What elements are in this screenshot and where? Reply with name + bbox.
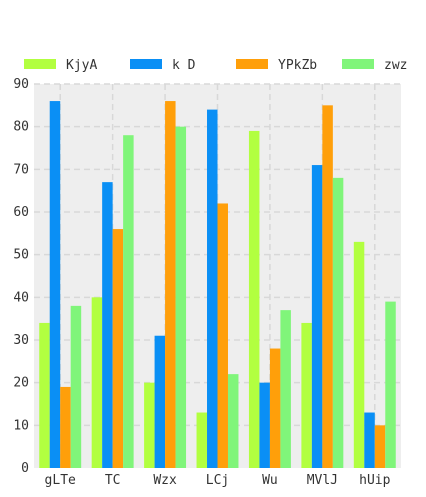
bar-zwz-MVlJ (332, 177, 344, 468)
bars (39, 101, 396, 469)
bar-KjyA-Wu (248, 130, 260, 468)
legend-swatch (236, 59, 268, 69)
y-tick-label: 10 (13, 418, 29, 433)
bar-YPkZb-LCj (217, 203, 228, 468)
bar-k-D-hUip (364, 412, 375, 468)
bar-KjyA-LCj (196, 412, 208, 468)
bar-zwz-LCj (227, 374, 239, 468)
bar-k-D-gLTe (49, 101, 61, 469)
bar-YPkZb-hUip (374, 425, 386, 468)
bar-k-D-Wu (259, 382, 270, 468)
y-tick-label: 20 (13, 376, 29, 391)
y-tick-label: 40 (13, 290, 29, 305)
bar-KjyA-Wzx (144, 382, 155, 468)
x-tick-label: hUip (359, 473, 390, 488)
bar-k-D-LCj (207, 109, 218, 468)
legend-label: zwz (384, 58, 407, 73)
bar-YPkZb-TC (112, 229, 124, 468)
y-axis: 0 10 20 30 40 50 60 70 80 90 (13, 77, 29, 476)
legend-swatch (130, 59, 162, 69)
bar-k-D-TC (102, 182, 113, 468)
legend-label: k D (172, 58, 196, 73)
legend: KjyA k D YPkZb zwz (24, 58, 407, 73)
y-tick-label: 30 (13, 333, 29, 348)
legend-label: YPkZb (278, 58, 317, 73)
bar-zwz-gLTe (70, 305, 82, 468)
y-tick-label: 70 (13, 162, 29, 177)
x-tick-label: MVlJ (307, 473, 338, 488)
bar-zwz-TC (123, 135, 134, 468)
y-tick-label: 80 (13, 120, 29, 135)
bar-k-D-Wzx (154, 335, 166, 468)
x-tick-label: Wzx (153, 473, 177, 488)
x-tick-label: LCj (206, 473, 229, 488)
bar-zwz-Wu (280, 310, 291, 468)
y-tick-label: 90 (13, 77, 29, 92)
legend-swatch (342, 59, 374, 69)
bar-KjyA-gLTe (39, 322, 50, 468)
bar-zwz-hUip (385, 301, 396, 468)
bar-KjyA-hUip (353, 241, 365, 468)
bar-KjyA-MVlJ (301, 322, 312, 468)
y-tick-label: 0 (21, 461, 29, 476)
y-tick-label: 50 (13, 248, 29, 263)
x-axis: gLTe TC Wzx LCj Wu MVlJ hUip (45, 473, 391, 488)
bar-KjyA-TC (91, 297, 103, 468)
y-tick-label: 60 (13, 205, 29, 220)
legend-swatch (24, 59, 56, 69)
bar-k-D-MVlJ (311, 165, 323, 469)
bar-YPkZb-gLTe (60, 386, 71, 468)
x-tick-label: Wu (262, 473, 278, 488)
bar-YPkZb-Wzx (165, 101, 176, 469)
bar-YPkZb-MVlJ (322, 105, 333, 468)
x-tick-label: gLTe (45, 473, 76, 488)
bar-YPkZb-Wu (269, 348, 281, 468)
bar-zwz-Wzx (175, 126, 187, 469)
x-tick-label: TC (105, 473, 121, 488)
legend-label: KjyA (66, 58, 97, 73)
